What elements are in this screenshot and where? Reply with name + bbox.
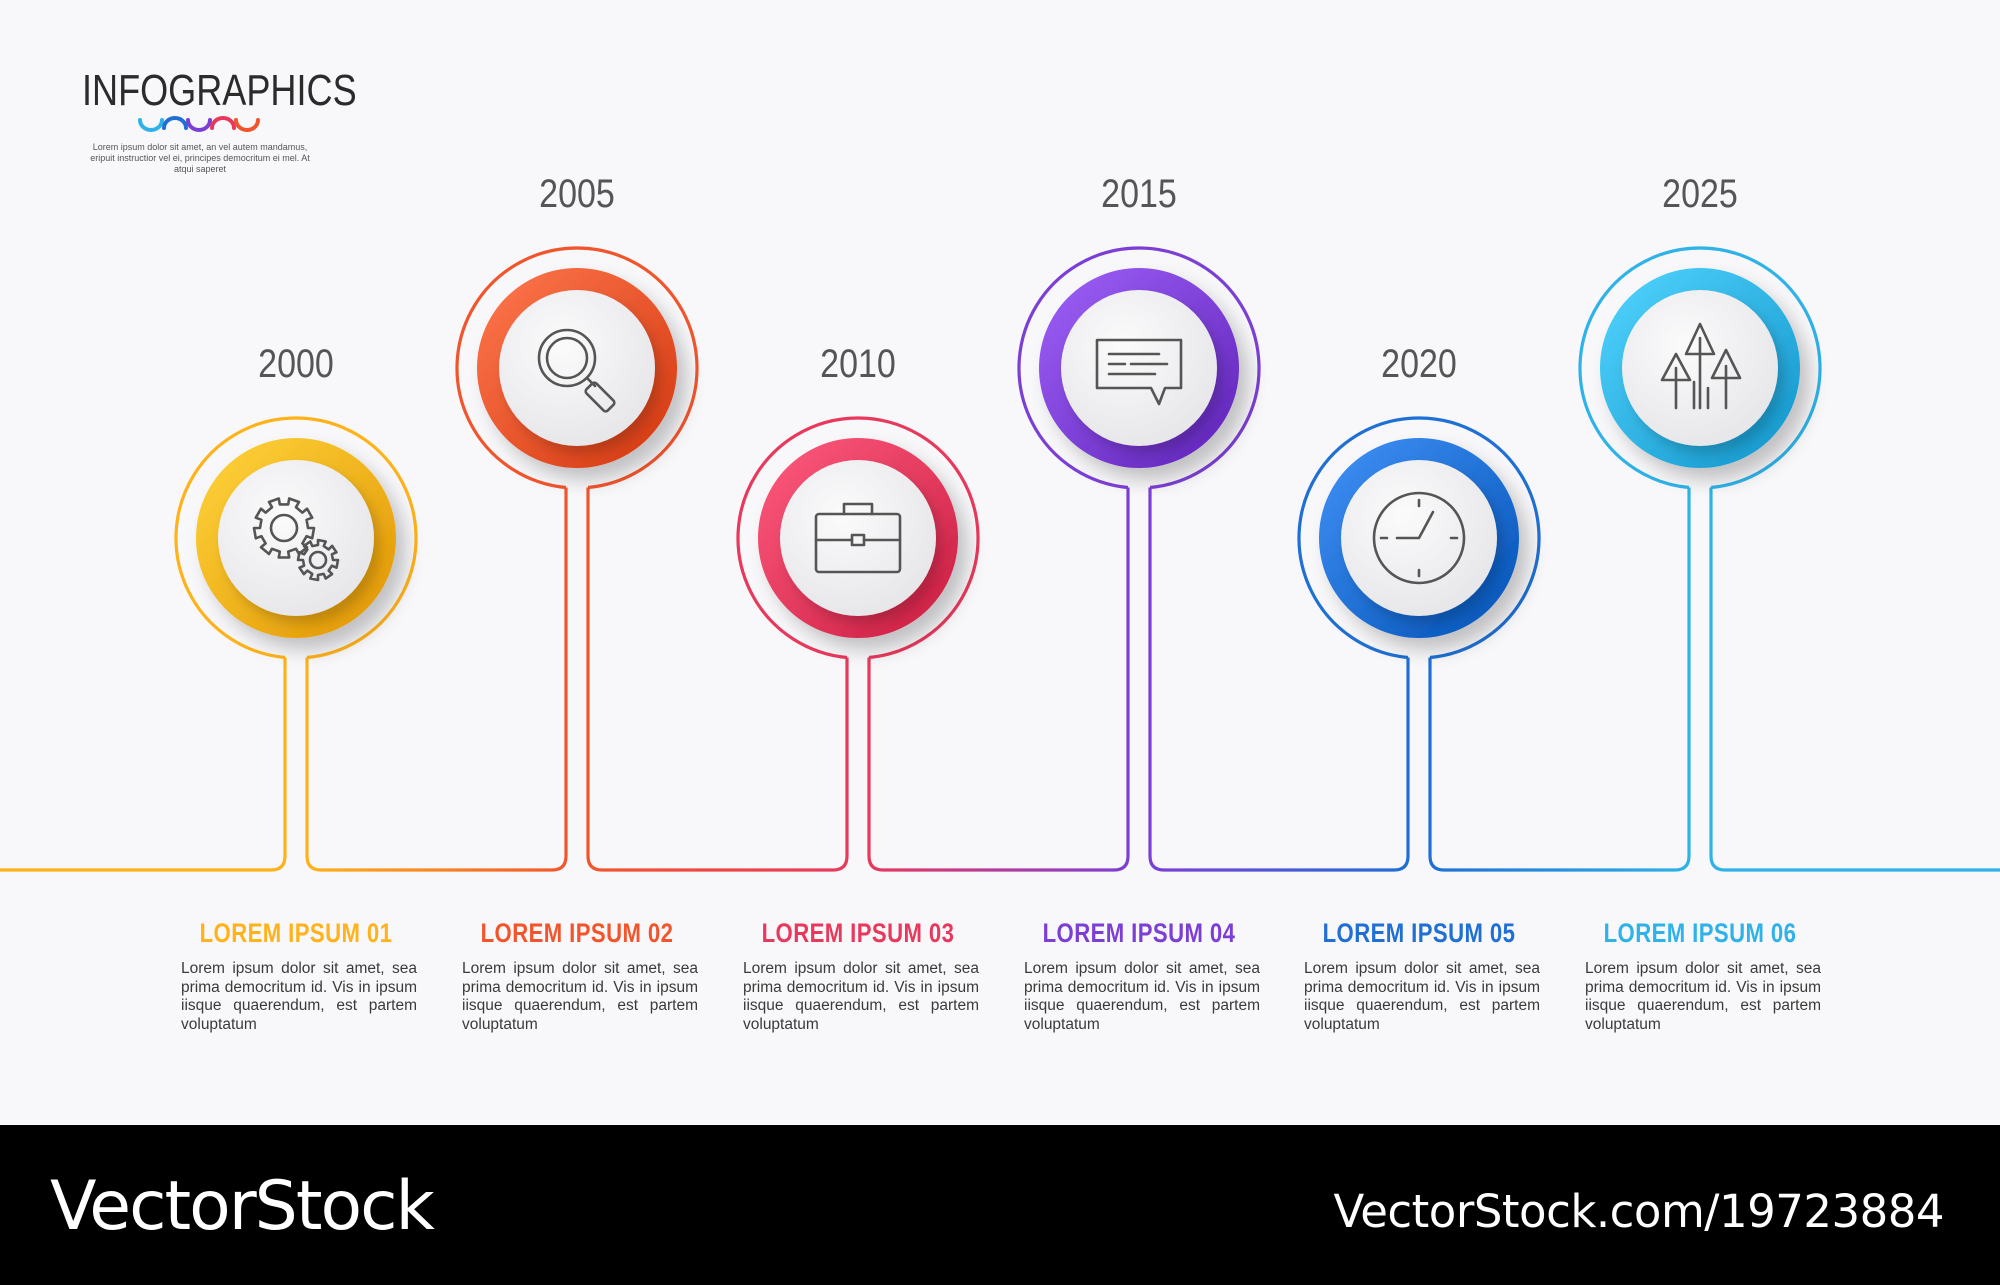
- node-white-disc: [1061, 290, 1217, 446]
- step-description: Lorem ipsum dolor sit amet, sea prima de…: [743, 960, 979, 1033]
- brand-url: VectorStock.com/19723884: [1333, 1185, 1944, 1238]
- step-description: Lorem ipsum dolor sit amet, sea prima de…: [1585, 960, 1821, 1033]
- infographics-subtitle: Lorem ipsum dolor sit amet, an vel autem…: [90, 142, 310, 174]
- node-outline-ring: [1578, 246, 1822, 490]
- step-title: LOREM IPSUM 02: [480, 918, 674, 948]
- year-label: 2015: [1101, 172, 1177, 216]
- year-label: 2010: [820, 342, 896, 386]
- node-outline-ring: [1297, 416, 1541, 660]
- timeline-connector: [1148, 657, 1410, 872]
- growth-arrows-icon: [1660, 322, 1742, 410]
- gears-icon: [252, 497, 340, 582]
- magnifier-icon: [537, 328, 616, 413]
- year-label: 2005: [539, 172, 615, 216]
- logo-wave: [234, 118, 260, 132]
- logo-wave: [186, 118, 212, 132]
- clock-icon: [1372, 491, 1466, 585]
- timeline-connector: [0, 657, 287, 872]
- step-title: LOREM IPSUM 06: [1603, 918, 1797, 948]
- step-description: Lorem ipsum dolor sit amet, sea prima de…: [181, 960, 417, 1033]
- year-label: 2025: [1662, 172, 1738, 216]
- logo-wave: [162, 116, 188, 130]
- node-white-disc: [218, 460, 374, 616]
- timeline-node-5: [1319, 438, 1519, 638]
- chat-bubble-icon: [1095, 338, 1183, 406]
- timeline-connector: [586, 657, 849, 872]
- year-label: 2000: [258, 342, 334, 386]
- timeline-node-4: [1039, 268, 1239, 468]
- step-title: LOREM IPSUM 05: [1322, 918, 1516, 948]
- brand-logo: VectorStock: [50, 1167, 435, 1246]
- node-white-disc: [499, 290, 655, 446]
- step-title: LOREM IPSUM 03: [761, 918, 955, 948]
- briefcase-icon: [814, 502, 902, 574]
- timeline-connector: [305, 487, 568, 872]
- node-outline-ring: [1017, 246, 1261, 490]
- timeline-node-3: [758, 438, 958, 638]
- step-description: Lorem ipsum dolor sit amet, sea prima de…: [1024, 960, 1260, 1033]
- year-label: 2020: [1381, 342, 1457, 386]
- step-description: Lorem ipsum dolor sit amet, sea prima de…: [462, 960, 698, 1033]
- node-white-disc: [780, 460, 936, 616]
- step-description: Lorem ipsum dolor sit amet, sea prima de…: [1304, 960, 1540, 1033]
- timeline-canvas: [0, 116, 2000, 872]
- node-outline-ring: [455, 246, 699, 490]
- infographics-title: INFOGRAPHICS: [82, 66, 357, 115]
- logo-waves: [138, 116, 260, 132]
- logo-wave: [138, 118, 164, 132]
- step-title: LOREM IPSUM 04: [1042, 918, 1236, 948]
- timeline-nodes: [196, 268, 1800, 638]
- timeline-connector-lines: [0, 246, 2000, 872]
- timeline-connector: [1709, 487, 2000, 872]
- timeline-node-2: [477, 268, 677, 468]
- timeline-node-1: [196, 438, 396, 638]
- step-title: LOREM IPSUM 01: [199, 918, 393, 948]
- logo-wave: [210, 116, 236, 130]
- timeline-connector: [867, 487, 1130, 872]
- node-outline-ring: [174, 416, 418, 660]
- node-outline-ring: [736, 416, 980, 660]
- footer-bar: VectorStock VectorStock.com/19723884: [0, 1125, 2000, 1285]
- timeline-connector: [1428, 487, 1691, 872]
- timeline-node-6: [1600, 268, 1800, 468]
